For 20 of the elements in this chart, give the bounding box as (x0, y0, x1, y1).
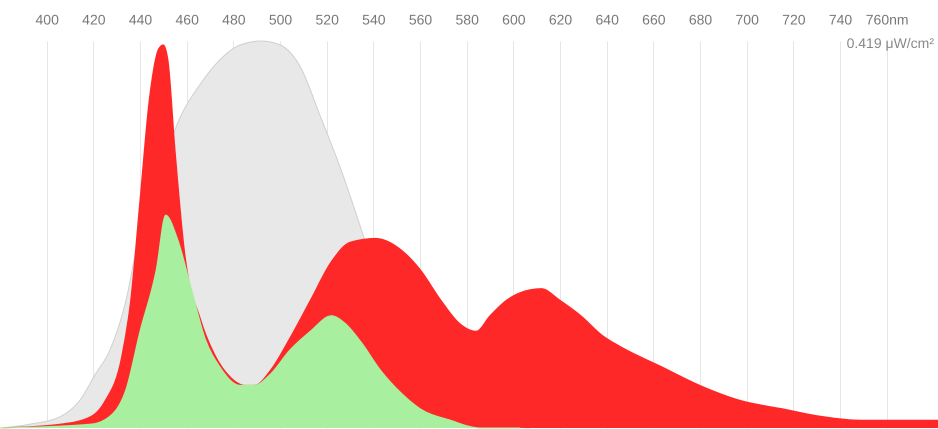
x-tick-label: 520 (315, 12, 340, 28)
x-tick-label: 440 (128, 12, 152, 28)
x-tick-label: 620 (548, 12, 572, 28)
x-tick-label: 500 (268, 12, 292, 28)
x-tick-label: 720 (782, 12, 806, 28)
annotation: 0.419 μW/cm² (846, 35, 934, 51)
x-tick-label: 400 (35, 12, 60, 28)
x-tick-label: 580 (455, 12, 480, 28)
x-tick-label: 760nm (866, 12, 909, 28)
x-tick-label: 740 (828, 12, 852, 28)
x-tick-label: 420 (82, 12, 106, 28)
x-tick-label: 540 (362, 12, 386, 28)
x-tick-label: 700 (735, 12, 760, 28)
x-tick-label: 560 (408, 12, 432, 28)
x-tick-label: 680 (688, 12, 712, 28)
x-tick-label: 640 (595, 12, 620, 28)
x-tick-label: 480 (222, 12, 246, 28)
x-tick-label: 600 (502, 12, 526, 28)
x-tick-label: 660 (642, 12, 666, 28)
x-tick-label: 460 (175, 12, 200, 28)
